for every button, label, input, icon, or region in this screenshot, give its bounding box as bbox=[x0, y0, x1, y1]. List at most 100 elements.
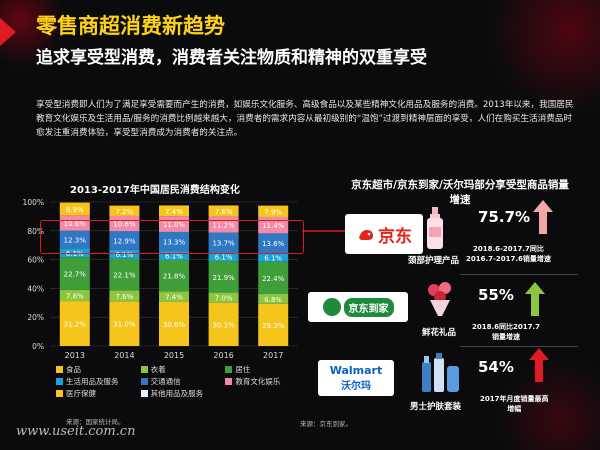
data-label: 22.4% bbox=[262, 275, 285, 283]
bar-segment bbox=[109, 215, 140, 232]
data-label: 6.1% bbox=[215, 254, 233, 262]
data-label: 7.4% bbox=[165, 294, 183, 302]
bar-segment bbox=[159, 259, 189, 292]
bar-segment bbox=[109, 258, 140, 291]
x-tick-label: 2016 bbox=[213, 351, 233, 360]
x-tick-label: 2013 bbox=[65, 351, 85, 360]
legend-label: 教育文化娱乐 bbox=[235, 377, 281, 386]
highlight-connector bbox=[302, 230, 346, 232]
y-tick-label: 40% bbox=[27, 284, 44, 293]
bar-segment bbox=[258, 233, 289, 253]
data-label: 10.6% bbox=[113, 221, 136, 229]
bar-segment bbox=[109, 205, 140, 216]
legend-item: 食品 bbox=[56, 364, 137, 375]
walmart-logo: Walmart 沃尔玛 bbox=[318, 360, 394, 396]
legend-item: 生活用品及服务 bbox=[56, 376, 137, 387]
note-mens-skincare-line1: 2017年月度销量最高 bbox=[480, 395, 549, 403]
data-label: 7.9% bbox=[264, 208, 282, 216]
bar-segment bbox=[159, 301, 189, 346]
title-corner-mark bbox=[0, 18, 16, 46]
data-label: 6.1% bbox=[116, 251, 134, 259]
bar-segment bbox=[258, 261, 289, 295]
walmart-brand-text: Walmart bbox=[329, 364, 383, 377]
chart-title: 2013-2017年中国居民消费结构变化 bbox=[70, 185, 240, 196]
data-label: 8.9% bbox=[66, 206, 84, 214]
y-tick-label: 80% bbox=[27, 227, 44, 236]
legend-swatch bbox=[225, 378, 233, 385]
data-label: 6.1% bbox=[165, 252, 183, 260]
bar-segment bbox=[258, 252, 289, 262]
data-label: 13.3% bbox=[163, 239, 186, 247]
legend-swatch bbox=[140, 366, 148, 373]
bar-segment bbox=[159, 205, 189, 217]
legend-label: 医疗保健 bbox=[66, 389, 96, 398]
y-tick-label: 0% bbox=[32, 342, 44, 351]
bar-segment bbox=[59, 215, 90, 231]
bar-segment bbox=[258, 216, 289, 234]
note-neck-care-line2: 2016.7-2017.6销量增速 bbox=[466, 255, 551, 263]
data-label: 21.9% bbox=[212, 274, 235, 282]
data-label: 7.0% bbox=[215, 295, 233, 303]
legend-item: 交通通信 bbox=[140, 376, 222, 387]
x-tick-label: 2014 bbox=[114, 351, 134, 360]
jd-daojia-logo: 京东到家 bbox=[308, 292, 408, 322]
percent-neck-care: 75.7% bbox=[478, 208, 531, 226]
product-label-neck-care: 颈部护理产品 bbox=[408, 256, 460, 266]
arrow-up-icon-neck-care bbox=[533, 200, 553, 234]
data-label: 12.9% bbox=[113, 238, 136, 246]
bar-segment bbox=[208, 232, 239, 253]
legend-item: 医疗保健 bbox=[56, 388, 137, 399]
bar-segment bbox=[208, 205, 239, 217]
data-label: 21.8% bbox=[163, 273, 186, 281]
data-label: 11.4% bbox=[262, 222, 285, 230]
right-panel-title-line2: 增速 bbox=[449, 194, 471, 206]
legend-item: 衣着 bbox=[140, 364, 222, 375]
data-label: 7.6% bbox=[215, 208, 233, 216]
bar-segment bbox=[109, 231, 140, 250]
data-label: 7.2% bbox=[116, 208, 134, 216]
bar-segment bbox=[208, 252, 239, 262]
bar-segment bbox=[159, 231, 189, 252]
arrow-up-icon-mens-skincare bbox=[529, 348, 549, 382]
product-label-mens-skincare: 男士护肤套装 bbox=[410, 402, 462, 412]
legend-swatch bbox=[56, 366, 63, 373]
data-label: 6.8% bbox=[264, 296, 282, 304]
data-label: 13.6% bbox=[262, 240, 285, 248]
bar-segment bbox=[109, 290, 140, 302]
mens-skincare-bottles-icon bbox=[422, 353, 459, 392]
bar-segment bbox=[59, 289, 90, 302]
divider-2 bbox=[460, 346, 578, 347]
page-title: 零售商超消费新趋势 bbox=[36, 14, 225, 38]
note-mens-skincare-line2: 增幅 bbox=[507, 405, 522, 413]
data-label: 12.3% bbox=[64, 237, 87, 245]
bar-segment bbox=[59, 230, 90, 249]
y-tick-label: 100% bbox=[23, 198, 44, 207]
percent-flowers: 55% bbox=[478, 286, 514, 304]
jd-logo: 京东 bbox=[345, 214, 423, 254]
source-right: 来源：京东到家。 bbox=[300, 420, 352, 428]
note-neck-care-line1: 2018.6-2017.7同比 bbox=[473, 245, 544, 253]
legend-item: 居住 bbox=[225, 364, 306, 375]
bar-segment bbox=[208, 292, 239, 303]
note-neck-care: 2018.6-2017.7同比 2016.7-2017.6销量增速 bbox=[466, 244, 551, 264]
data-label: 29.3% bbox=[262, 322, 285, 330]
bar-segment bbox=[109, 301, 140, 346]
x-tick-label: 2017 bbox=[263, 351, 283, 360]
source-left: 来源：国家统计局。 bbox=[66, 418, 125, 426]
legend-label: 衣着 bbox=[150, 365, 166, 374]
note-mens-skincare: 2017年月度销量最高 增幅 bbox=[480, 394, 548, 414]
data-label: 10.6% bbox=[64, 220, 87, 228]
legend-item: 其他用品及服务 bbox=[140, 388, 222, 399]
data-label: 11.2% bbox=[212, 221, 235, 229]
data-label: 11.0% bbox=[163, 221, 186, 229]
data-label: 13.7% bbox=[212, 239, 235, 247]
legend-label: 交通通信 bbox=[150, 377, 181, 386]
data-label: 30.1% bbox=[212, 321, 235, 329]
page-subtitle: 追求享受型消费，消费者关注物质和精神的双重享受 bbox=[36, 48, 427, 68]
data-label: 22.1% bbox=[113, 272, 136, 280]
percent-mens-skincare: 54% bbox=[478, 358, 514, 376]
bar-segment bbox=[109, 249, 140, 259]
bar-segment bbox=[59, 202, 90, 216]
